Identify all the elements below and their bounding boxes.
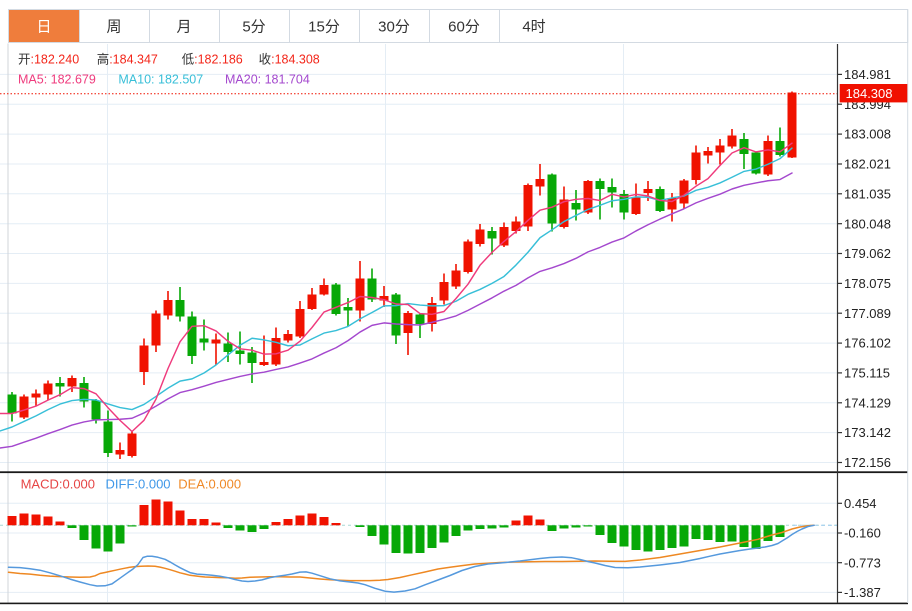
svg-text::184.308: :184.308 <box>271 53 320 67</box>
svg-text:0.454: 0.454 <box>844 496 877 511</box>
svg-text:DIFF:0.000: DIFF:0.000 <box>106 477 171 492</box>
svg-text:60分: 60分 <box>448 19 480 36</box>
svg-text::182.186: :182.186 <box>194 53 243 67</box>
svg-text:高: 高 <box>97 52 110 67</box>
svg-text:172.156: 172.156 <box>844 455 891 470</box>
svg-text:MA10: 182.507: MA10: 182.507 <box>118 73 203 87</box>
svg-text:175.115: 175.115 <box>844 366 890 381</box>
svg-text:177.089: 177.089 <box>844 306 891 321</box>
svg-text:179.062: 179.062 <box>844 246 891 261</box>
svg-text:月: 月 <box>176 19 191 36</box>
svg-text:183.008: 183.008 <box>844 127 891 142</box>
svg-text:低: 低 <box>182 53 195 67</box>
svg-text:15分: 15分 <box>308 19 340 36</box>
svg-text:181.035: 181.035 <box>844 186 891 201</box>
svg-text::182.240: :182.240 <box>31 53 80 67</box>
svg-text:176.102: 176.102 <box>844 336 891 351</box>
svg-text:180.048: 180.048 <box>844 216 891 231</box>
svg-text:MA20: 181.704: MA20: 181.704 <box>225 73 310 87</box>
svg-text:-0.160: -0.160 <box>844 526 881 541</box>
svg-text:MACD:0.000: MACD:0.000 <box>21 477 95 492</box>
svg-text:30分: 30分 <box>378 19 410 36</box>
svg-text:178.075: 178.075 <box>844 276 891 291</box>
svg-text:184.981: 184.981 <box>844 67 891 82</box>
svg-text:174.129: 174.129 <box>844 395 891 410</box>
svg-text:周: 周 <box>106 19 121 36</box>
svg-text:182.021: 182.021 <box>844 157 891 172</box>
svg-text:DEA:0.000: DEA:0.000 <box>178 477 241 492</box>
svg-text:173.142: 173.142 <box>844 425 891 440</box>
svg-text:-1.387: -1.387 <box>844 585 881 600</box>
svg-text:日: 日 <box>36 19 51 36</box>
svg-text::184.347: :184.347 <box>109 53 158 67</box>
svg-text:MA5: 182.679: MA5: 182.679 <box>18 73 96 87</box>
svg-text:4时: 4时 <box>522 19 545 36</box>
svg-text:184.308: 184.308 <box>846 86 893 101</box>
svg-text:-0.773: -0.773 <box>844 555 881 570</box>
svg-text:5分: 5分 <box>242 19 265 36</box>
svg-text:开: 开 <box>18 53 31 67</box>
svg-text:收: 收 <box>259 53 272 67</box>
